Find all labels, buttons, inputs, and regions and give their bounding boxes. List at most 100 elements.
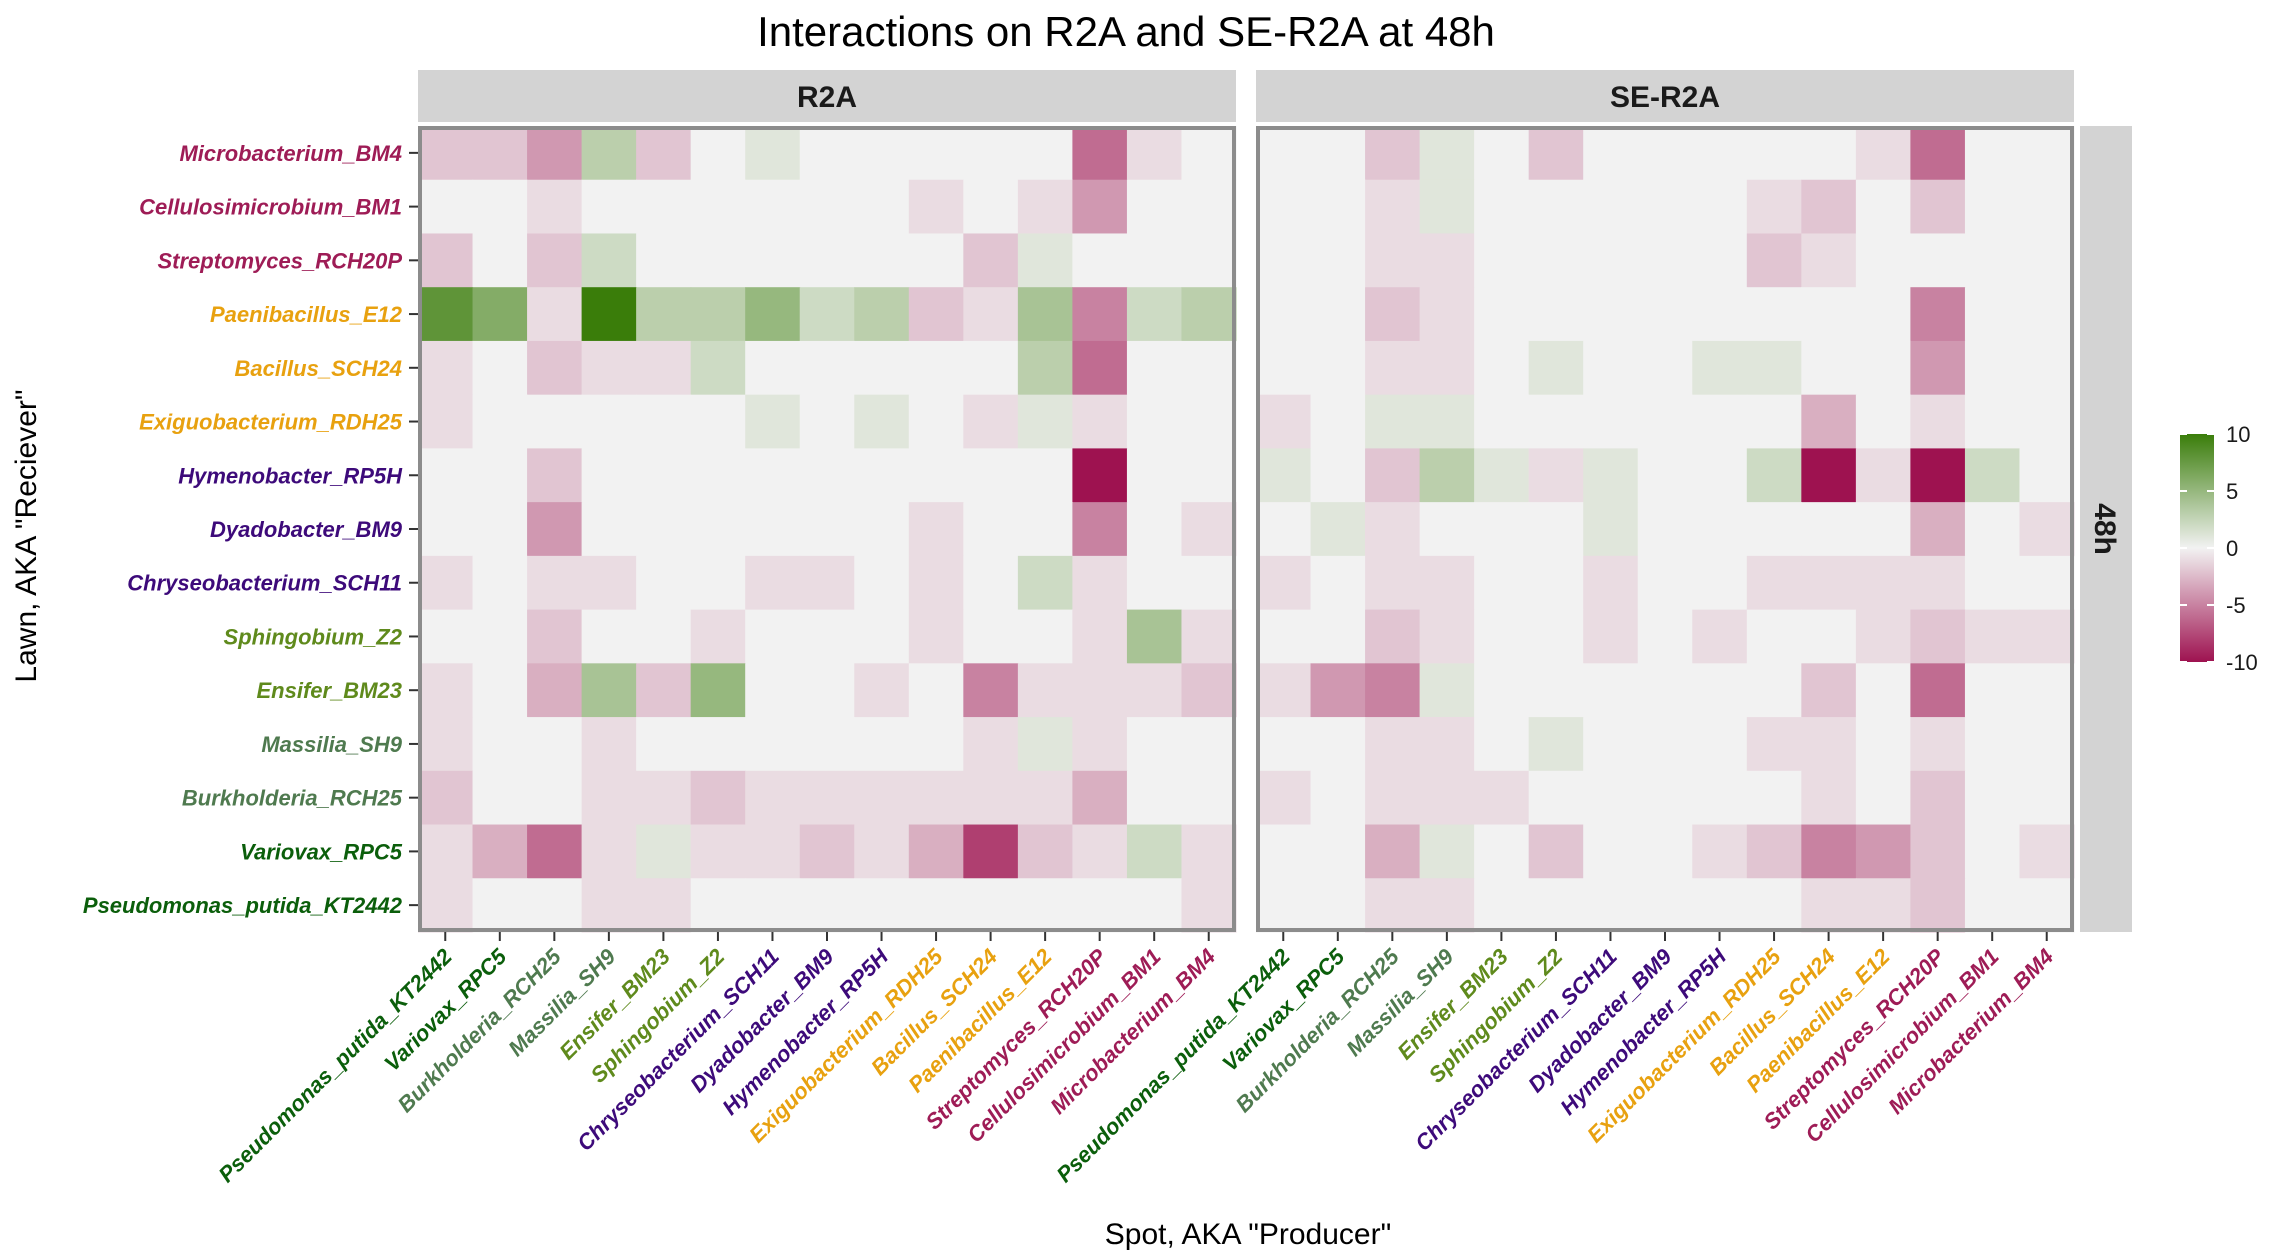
heatmap-cell [1419,448,1475,503]
heatmap-cell [1310,663,1366,718]
heatmap-cell [1419,394,1475,449]
heatmap-cell [636,126,692,181]
heatmap-cell [581,340,637,396]
heatmap-cell [1910,663,1966,718]
heatmap-cell [1474,717,1530,772]
heatmap-cell [1310,287,1366,342]
y-axis-title: Lawn, AKA "Reciever" [10,389,43,682]
heatmap-cell [418,394,474,449]
heatmap-cell [1474,126,1530,181]
heatmap-cell [2019,609,2075,664]
y-tick-label: Cellulosimicrobium_BM1 [139,195,402,220]
heatmap-cell [527,609,583,664]
heatmap-cell [854,878,910,933]
heatmap-cell [1637,448,1693,503]
heatmap-cell [1692,233,1748,288]
heatmap-cell [1072,663,1128,718]
heatmap-cell [1365,394,1421,449]
heatmap-cell [1310,770,1366,826]
heatmap-cell [908,717,964,772]
heatmap-cell [1126,287,1183,342]
heatmap-cell [1474,233,1530,288]
heatmap-cell [418,126,474,181]
heatmap-cell [1072,287,1128,342]
heatmap-cell [1801,126,1857,181]
heatmap-cell [1017,448,1073,503]
y-tick-label: Massilia_SH9 [261,732,402,757]
heatmap-cell [963,287,1019,342]
heatmap-cell [1126,340,1183,396]
heatmap-cell [799,340,855,396]
heatmap-cell [1692,555,1748,611]
heatmap-cell [1256,824,1312,879]
heatmap-cell [472,824,528,879]
heatmap-cell [1910,555,1966,611]
heatmap-cell [745,126,801,181]
heatmap-cell [1017,502,1073,557]
heatmap-cell [1181,555,1237,611]
heatmap-cell [854,233,910,288]
row-strip-label: 48h [2088,503,2121,555]
heatmap-cell [1528,448,1584,503]
heatmap-cell [418,663,474,718]
heatmap-cell [1072,824,1128,879]
heatmap-cell [854,340,910,396]
heatmap-cell [418,502,474,557]
heatmap-cell [636,555,692,611]
heatmap-cell [1746,770,1802,826]
y-tick-label: Microbacterium_BM4 [179,141,402,166]
heatmap-cell [1801,878,1857,933]
heatmap-cell [1746,609,1802,664]
heatmap-cell [745,609,801,664]
heatmap-cell [690,717,746,772]
heatmap-cell [1964,717,2021,772]
heatmap-cell [799,179,855,235]
heatmap-cell [799,287,855,342]
heatmap-cell [963,340,1019,396]
heatmap-cell [1419,340,1475,396]
heatmap-cell [1072,555,1128,611]
heatmap-cell [1637,770,1693,826]
heatmap-cell [1855,770,1911,826]
heatmap-cell [1583,555,1639,611]
heatmap-cell [472,394,528,449]
heatmap-cell [2019,233,2075,288]
heatmap-cell [1583,717,1639,772]
heatmap-cell [1801,179,1857,235]
heatmap-cell [1017,770,1073,826]
heatmap-cell [1637,340,1693,396]
heatmap-cell [527,663,583,718]
y-tick-label: Variovax_RPC5 [240,839,403,864]
heatmap-cell [1017,609,1073,664]
heatmap-cell [1072,233,1128,288]
heatmap-cell [1365,717,1421,772]
y-tick-label: Streptomyces_RCH20P [157,248,402,273]
heatmap-cell [1310,126,1366,181]
heatmap-cell [908,609,964,664]
heatmap-cell [1419,717,1475,772]
heatmap-cell [581,717,637,772]
heatmap-cell [745,770,801,826]
heatmap-cell [1474,878,1530,933]
heatmap-cell [1637,878,1693,933]
heatmap-cell [1964,287,2021,342]
heatmap-cell [690,448,746,503]
heatmap-cell [1746,717,1802,772]
heatmap-cell [690,663,746,718]
heatmap-cell [2019,502,2075,557]
heatmap-cell [908,502,964,557]
heatmap-cell [908,770,964,826]
heatmap-cell [963,502,1019,557]
x-axis-tick-labels: Pseudomonas_putida_KT2442Variovax_RPC5Bu… [213,932,2058,1187]
heatmap-cell [1528,663,1584,718]
heatmap-cell [1528,340,1584,396]
heatmap-cell [1126,609,1183,664]
heatmap-cell [1181,663,1237,718]
heatmap-cell [1964,448,2021,503]
heatmap-cell [418,233,474,288]
heatmap-cell [1964,126,2021,181]
heatmap-cell [1528,179,1584,235]
colorbar-tick-label: 10 [2226,422,2250,447]
y-tick-label: Burkholderia_RCH25 [182,786,403,811]
heatmap-cell [1181,770,1237,826]
